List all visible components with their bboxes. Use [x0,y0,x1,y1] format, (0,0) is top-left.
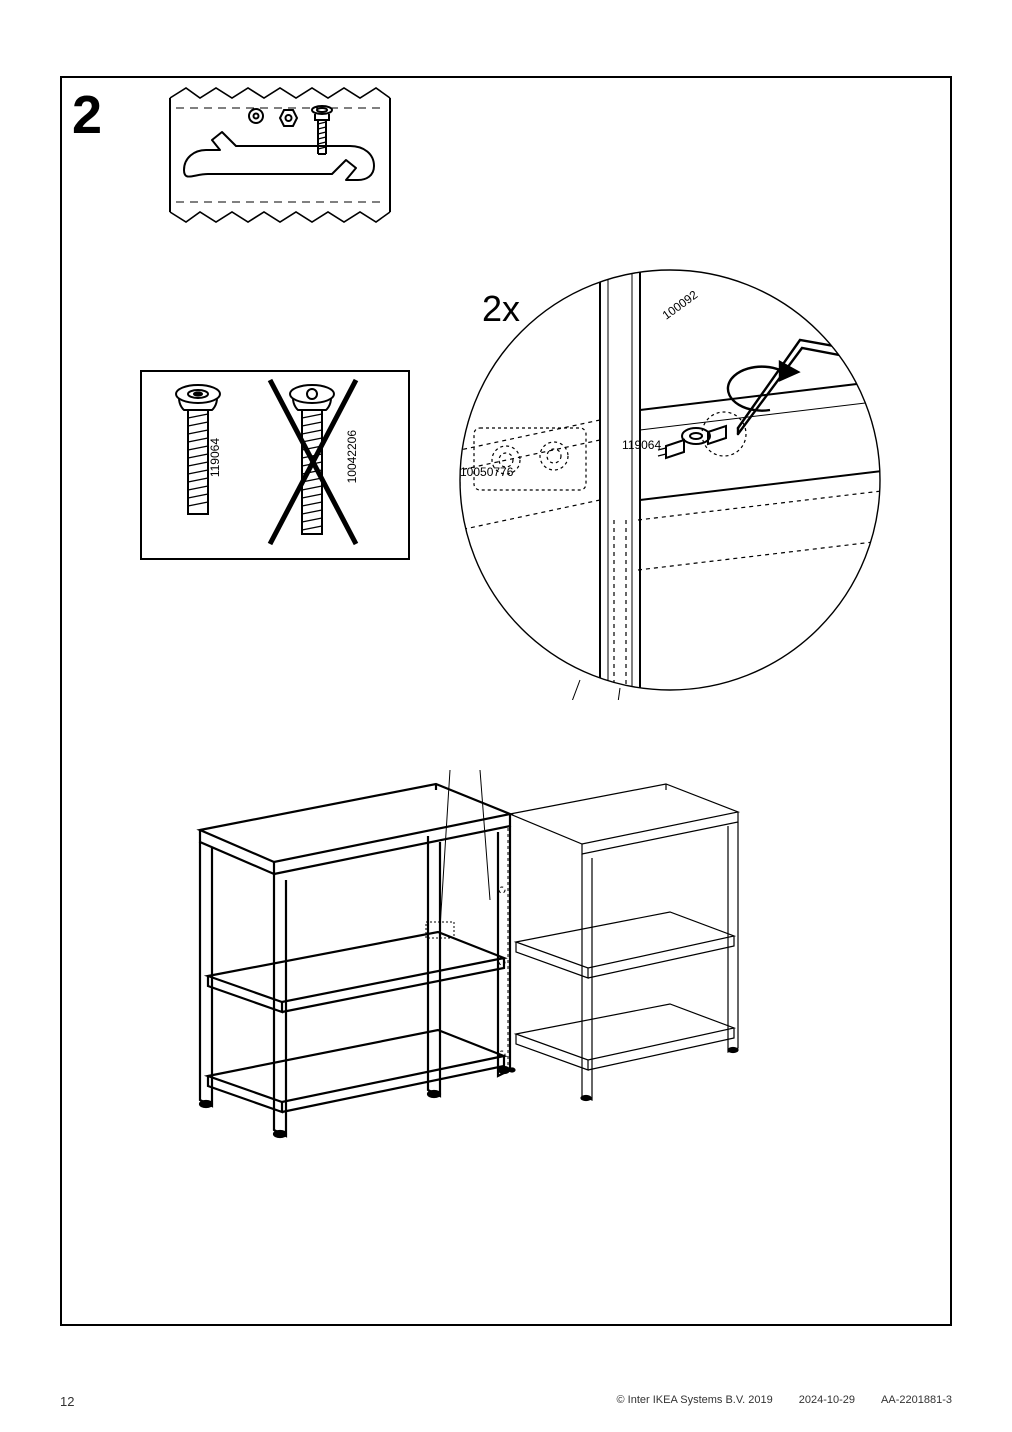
copyright-text: © Inter IKEA Systems B.V. 2019 [616,1394,772,1406]
footer-date: 2024-10-29 [799,1394,855,1406]
assembly-illustration [190,770,770,1150]
document-id: AA-2201881-3 [881,1394,952,1406]
page-number: 12 [60,1394,74,1409]
part-label-10042206-wrong: 10042206 [345,430,359,483]
quantity-label: 2x [482,288,520,330]
page: 2 [0,0,1012,1432]
part-label-bracket: 10050776 [460,465,513,479]
screw-comparison-illustration [140,370,410,560]
part-label-119064-detail: 119064 [622,438,661,452]
tools-bag-illustration [160,80,400,230]
step-number: 2 [72,84,102,146]
part-label-119064-correct: 119064 [208,438,222,477]
